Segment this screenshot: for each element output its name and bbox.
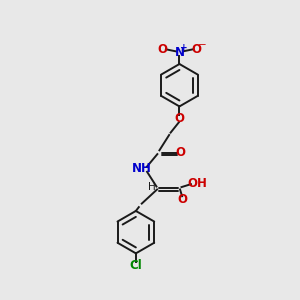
- Text: H: H: [148, 182, 155, 191]
- Text: N: N: [174, 46, 184, 59]
- Text: O: O: [177, 193, 187, 206]
- Text: OH: OH: [187, 177, 207, 190]
- Text: O: O: [158, 43, 167, 56]
- Text: O: O: [176, 146, 186, 159]
- Text: NH: NH: [132, 162, 152, 175]
- Text: Cl: Cl: [130, 259, 142, 272]
- Text: −: −: [198, 40, 206, 50]
- Text: +: +: [180, 43, 188, 52]
- Text: O: O: [191, 43, 202, 56]
- Text: O: O: [174, 112, 184, 125]
